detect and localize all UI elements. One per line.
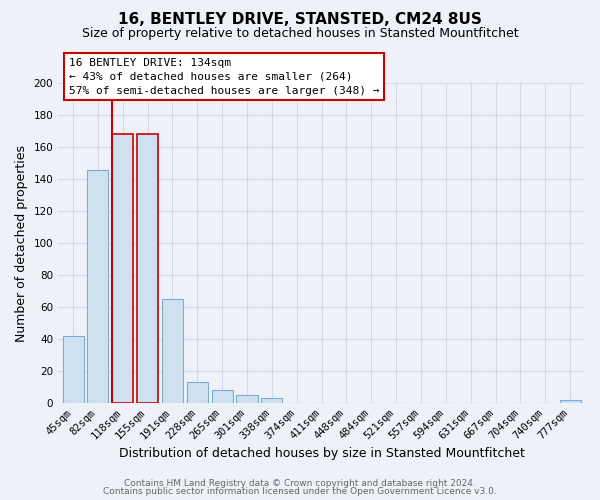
Bar: [262, 398, 283, 403]
Text: 16, BENTLEY DRIVE, STANSTED, CM24 8US: 16, BENTLEY DRIVE, STANSTED, CM24 8US: [118, 12, 482, 28]
Text: 16 BENTLEY DRIVE: 134sqm
← 43% of detached houses are smaller (264)
57% of semi-: 16 BENTLEY DRIVE: 134sqm ← 43% of detach…: [69, 58, 379, 96]
Y-axis label: Number of detached properties: Number of detached properties: [15, 144, 28, 342]
Bar: [212, 390, 233, 403]
Bar: [560, 400, 581, 403]
Text: Contains public sector information licensed under the Open Government Licence v3: Contains public sector information licen…: [103, 487, 497, 496]
Bar: [112, 134, 133, 403]
X-axis label: Distribution of detached houses by size in Stansted Mountfitchet: Distribution of detached houses by size …: [119, 447, 524, 460]
Bar: [62, 336, 83, 403]
Bar: [137, 134, 158, 403]
Bar: [162, 299, 183, 403]
Bar: [88, 170, 109, 403]
Bar: [187, 382, 208, 403]
Text: Contains HM Land Registry data © Crown copyright and database right 2024.: Contains HM Land Registry data © Crown c…: [124, 478, 476, 488]
Text: Size of property relative to detached houses in Stansted Mountfitchet: Size of property relative to detached ho…: [82, 28, 518, 40]
Bar: [236, 395, 257, 403]
